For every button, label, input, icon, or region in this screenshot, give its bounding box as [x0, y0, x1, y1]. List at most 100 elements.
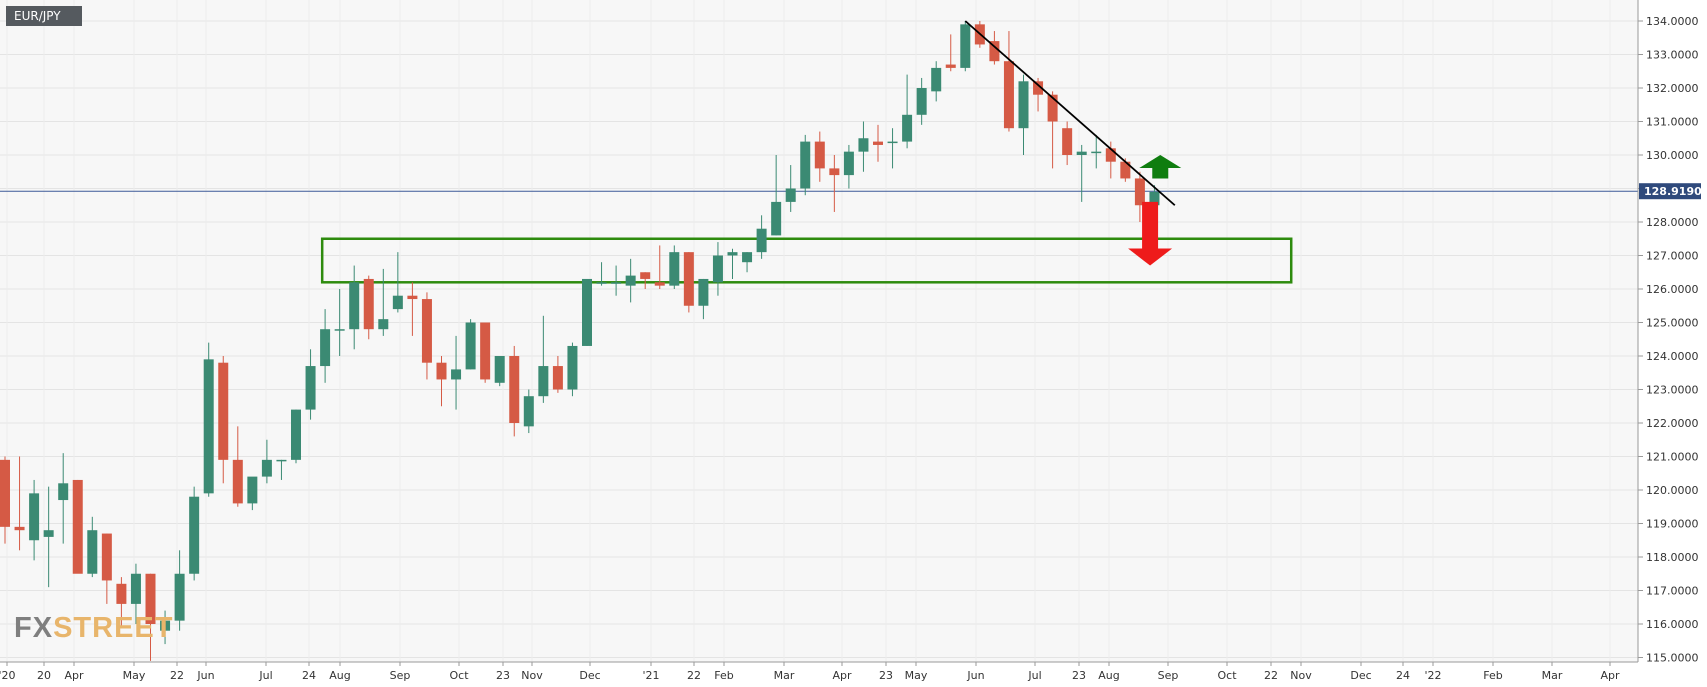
candle: [1076, 144, 1087, 202]
candle: [756, 215, 767, 259]
candle: [291, 409, 301, 464]
candle-body: [931, 67, 942, 92]
candle: [203, 342, 214, 497]
candle-body: [567, 345, 578, 390]
x-tick-label: Mar: [774, 669, 795, 682]
x-tick-label: May: [905, 669, 928, 682]
symbol-badge[interactable]: EUR/JPY: [6, 6, 82, 26]
logo-part-fx: FX: [14, 612, 54, 644]
candle-body: [509, 356, 520, 423]
candle: [465, 319, 476, 370]
candle: [421, 292, 432, 380]
candle: [58, 453, 69, 544]
candle: [552, 356, 563, 393]
candle-body: [582, 278, 592, 346]
candle-body: [843, 151, 854, 176]
candle-body: [116, 583, 127, 604]
candle: [247, 476, 258, 511]
candle-body: [320, 329, 331, 367]
candle-body: [261, 459, 272, 477]
candle-body: [72, 479, 83, 574]
candle: [1047, 91, 1058, 169]
candle-body: [349, 282, 360, 330]
x-tick-label: Feb: [714, 669, 733, 682]
bullish-arrow: [1139, 155, 1182, 179]
y-tick-label: 124.0000: [1646, 350, 1699, 363]
candle-body: [887, 141, 898, 144]
candle-body: [1003, 61, 1014, 129]
resistance-trendline: [964, 20, 1176, 206]
candle: [523, 389, 534, 434]
candle: [232, 426, 243, 507]
candle: [509, 345, 520, 437]
candle: [87, 516, 98, 578]
y-tick-label: 118.0000: [1646, 551, 1699, 564]
candle-body: [1062, 128, 1073, 155]
candle-body: [247, 476, 258, 504]
candle-body: [771, 201, 782, 236]
candle-body: [305, 366, 316, 410]
candle-body: [873, 141, 883, 145]
candle: [145, 573, 156, 661]
candle: [305, 349, 316, 420]
candle: [29, 479, 40, 561]
candle: [378, 268, 389, 336]
candle: [611, 265, 622, 296]
candle-body: [960, 24, 971, 68]
candle: [698, 278, 709, 320]
candle-body: [858, 138, 869, 152]
candle-body: [130, 573, 141, 604]
candle: [596, 262, 607, 286]
candle-body: [0, 459, 10, 527]
candle-body: [640, 272, 651, 279]
candle-body: [625, 275, 636, 286]
candle: [130, 563, 141, 624]
candle-body: [1076, 151, 1087, 155]
candle-body: [160, 620, 171, 631]
y-tick-label: 126.0000: [1646, 283, 1699, 296]
candle: [1134, 171, 1145, 222]
y-tick-label: 128.0000: [1646, 216, 1699, 229]
candle-body: [436, 362, 447, 380]
candle-body: [421, 299, 432, 363]
candle: [363, 275, 374, 340]
candle-body: [538, 366, 549, 397]
x-tick-label: '21: [642, 669, 659, 682]
candle-body: [989, 41, 1000, 62]
candle: [712, 242, 723, 296]
candle-body: [480, 322, 491, 380]
y-tick-label: 123.0000: [1646, 384, 1699, 397]
candle-body: [276, 459, 287, 462]
x-tick-label: Feb: [1483, 669, 1502, 682]
candle: [1105, 141, 1116, 179]
x-tick-label: 23: [879, 669, 893, 682]
candle-body: [712, 255, 723, 283]
bearish-arrow: [1128, 201, 1173, 266]
candle-body: [698, 278, 709, 306]
candle-body: [596, 282, 607, 284]
candle: [480, 322, 491, 383]
y-tick-label: 121.0000: [1646, 451, 1699, 464]
candle: [945, 34, 956, 72]
x-tick-label: 24: [1396, 669, 1410, 682]
candle-body: [611, 282, 622, 284]
y-tick-label: 130.0000: [1646, 149, 1699, 162]
y-tick-label: 132.0000: [1646, 82, 1699, 95]
candle-body: [43, 530, 54, 537]
candle: [451, 335, 462, 410]
x-tick-label: 22: [687, 669, 701, 682]
candle: [829, 155, 840, 212]
candle-body: [727, 252, 738, 256]
x-tick-label: Sep: [1158, 669, 1179, 682]
candle: [0, 456, 10, 544]
candle: [887, 128, 898, 169]
candle: [320, 309, 331, 383]
candle: [494, 356, 505, 387]
x-tick-label: Apr: [1600, 669, 1620, 682]
candle-body: [1018, 81, 1029, 129]
candle-body: [189, 496, 200, 574]
candle-body: [174, 573, 185, 621]
candle: [1018, 74, 1029, 155]
